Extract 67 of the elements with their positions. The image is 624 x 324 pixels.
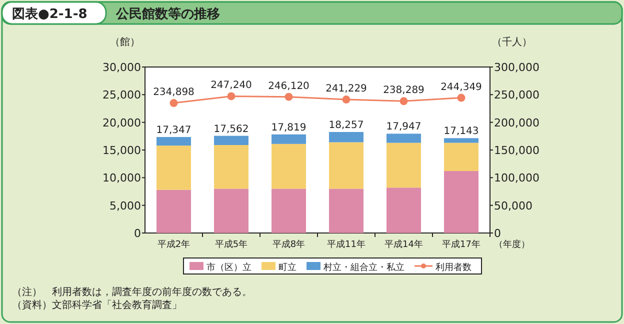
- bar: [272, 188, 306, 233]
- y2-tick-label: 50,000: [494, 199, 532, 212]
- x-tick-label: 平成14年: [384, 239, 423, 250]
- data-label: 246,120: [268, 80, 310, 92]
- point: [227, 92, 236, 100]
- bar: [214, 188, 248, 233]
- point: [457, 94, 466, 102]
- total-label: 17,562: [214, 124, 249, 135]
- legend-label: 町立: [278, 262, 296, 273]
- total-label: 18,257: [328, 120, 364, 131]
- bar: [214, 145, 248, 189]
- data-label: 238,289: [383, 85, 424, 96]
- data-label: 241,229: [326, 84, 367, 95]
- y-tick-label: 0: [134, 227, 141, 240]
- y-tick-label: 25,000: [102, 88, 141, 102]
- y-tick-label: 20,000: [102, 116, 141, 130]
- bar: [156, 137, 191, 146]
- x-axis-title: （年度）: [494, 239, 530, 250]
- point: [400, 97, 408, 106]
- data-label: 247,240: [210, 80, 252, 92]
- bar: [444, 142, 478, 172]
- total-label: 17,819: [271, 122, 306, 134]
- bar: [329, 132, 364, 142]
- text: 図表●2-1-8: [12, 7, 88, 22]
- total-label: 17,947: [386, 122, 422, 133]
- legend-label: 村立・組合立・私立: [322, 262, 404, 273]
- y2-tick-label: 100,000: [494, 172, 540, 185]
- text: （資料）文部科学省「社会教育調査」: [12, 299, 182, 311]
- y2-tick-label: 250,000: [494, 88, 540, 102]
- y2-axis-title: （千人）: [492, 36, 532, 48]
- x-tick-label: 平成2年: [157, 239, 190, 250]
- bar: [272, 134, 306, 144]
- chart-title: 公民館数等の推移: [115, 7, 220, 22]
- total-label: 17,347: [156, 125, 192, 136]
- y2-tick-label: 200,000: [494, 116, 540, 130]
- bar: [156, 146, 191, 190]
- y2-tick-label: 300,000: [494, 61, 540, 74]
- bar: [386, 134, 421, 143]
- point: [342, 96, 350, 104]
- total-label: 17,143: [444, 126, 479, 138]
- x-tick-label: 平成17年: [442, 239, 480, 250]
- bar: [214, 136, 248, 146]
- x-tick-label: 平成8年: [272, 239, 306, 250]
- y-tick-label: 30,000: [102, 61, 141, 74]
- bar: [156, 190, 191, 233]
- data-label: 244,349: [440, 82, 482, 93]
- y-tick-label: 15,000: [102, 144, 141, 157]
- y2-tick-label: 0: [494, 227, 501, 240]
- legend-label: 利用者数: [436, 262, 472, 273]
- bar: [444, 138, 478, 143]
- text: （注） 利用者数は，調査年度の前年度の数である。: [12, 286, 252, 298]
- x-tick-label: 平成11年: [327, 239, 366, 250]
- y-tick-label: 10,000: [102, 172, 141, 185]
- point: [170, 99, 178, 108]
- x-tick-label: 平成5年: [214, 239, 248, 250]
- bar: [329, 188, 364, 233]
- bar: [386, 142, 421, 188]
- bar: [444, 171, 478, 233]
- legend-label: 市（区）立: [206, 262, 252, 273]
- y-tick-label: 5,000: [110, 199, 141, 212]
- bar: [272, 144, 306, 189]
- y-axis-title: （館）: [110, 37, 140, 48]
- point: [284, 92, 293, 101]
- y2-tick-label: 150,000: [494, 144, 540, 157]
- data-label: 234,898: [153, 87, 194, 98]
- bar: [386, 188, 421, 233]
- bar: [329, 142, 364, 189]
